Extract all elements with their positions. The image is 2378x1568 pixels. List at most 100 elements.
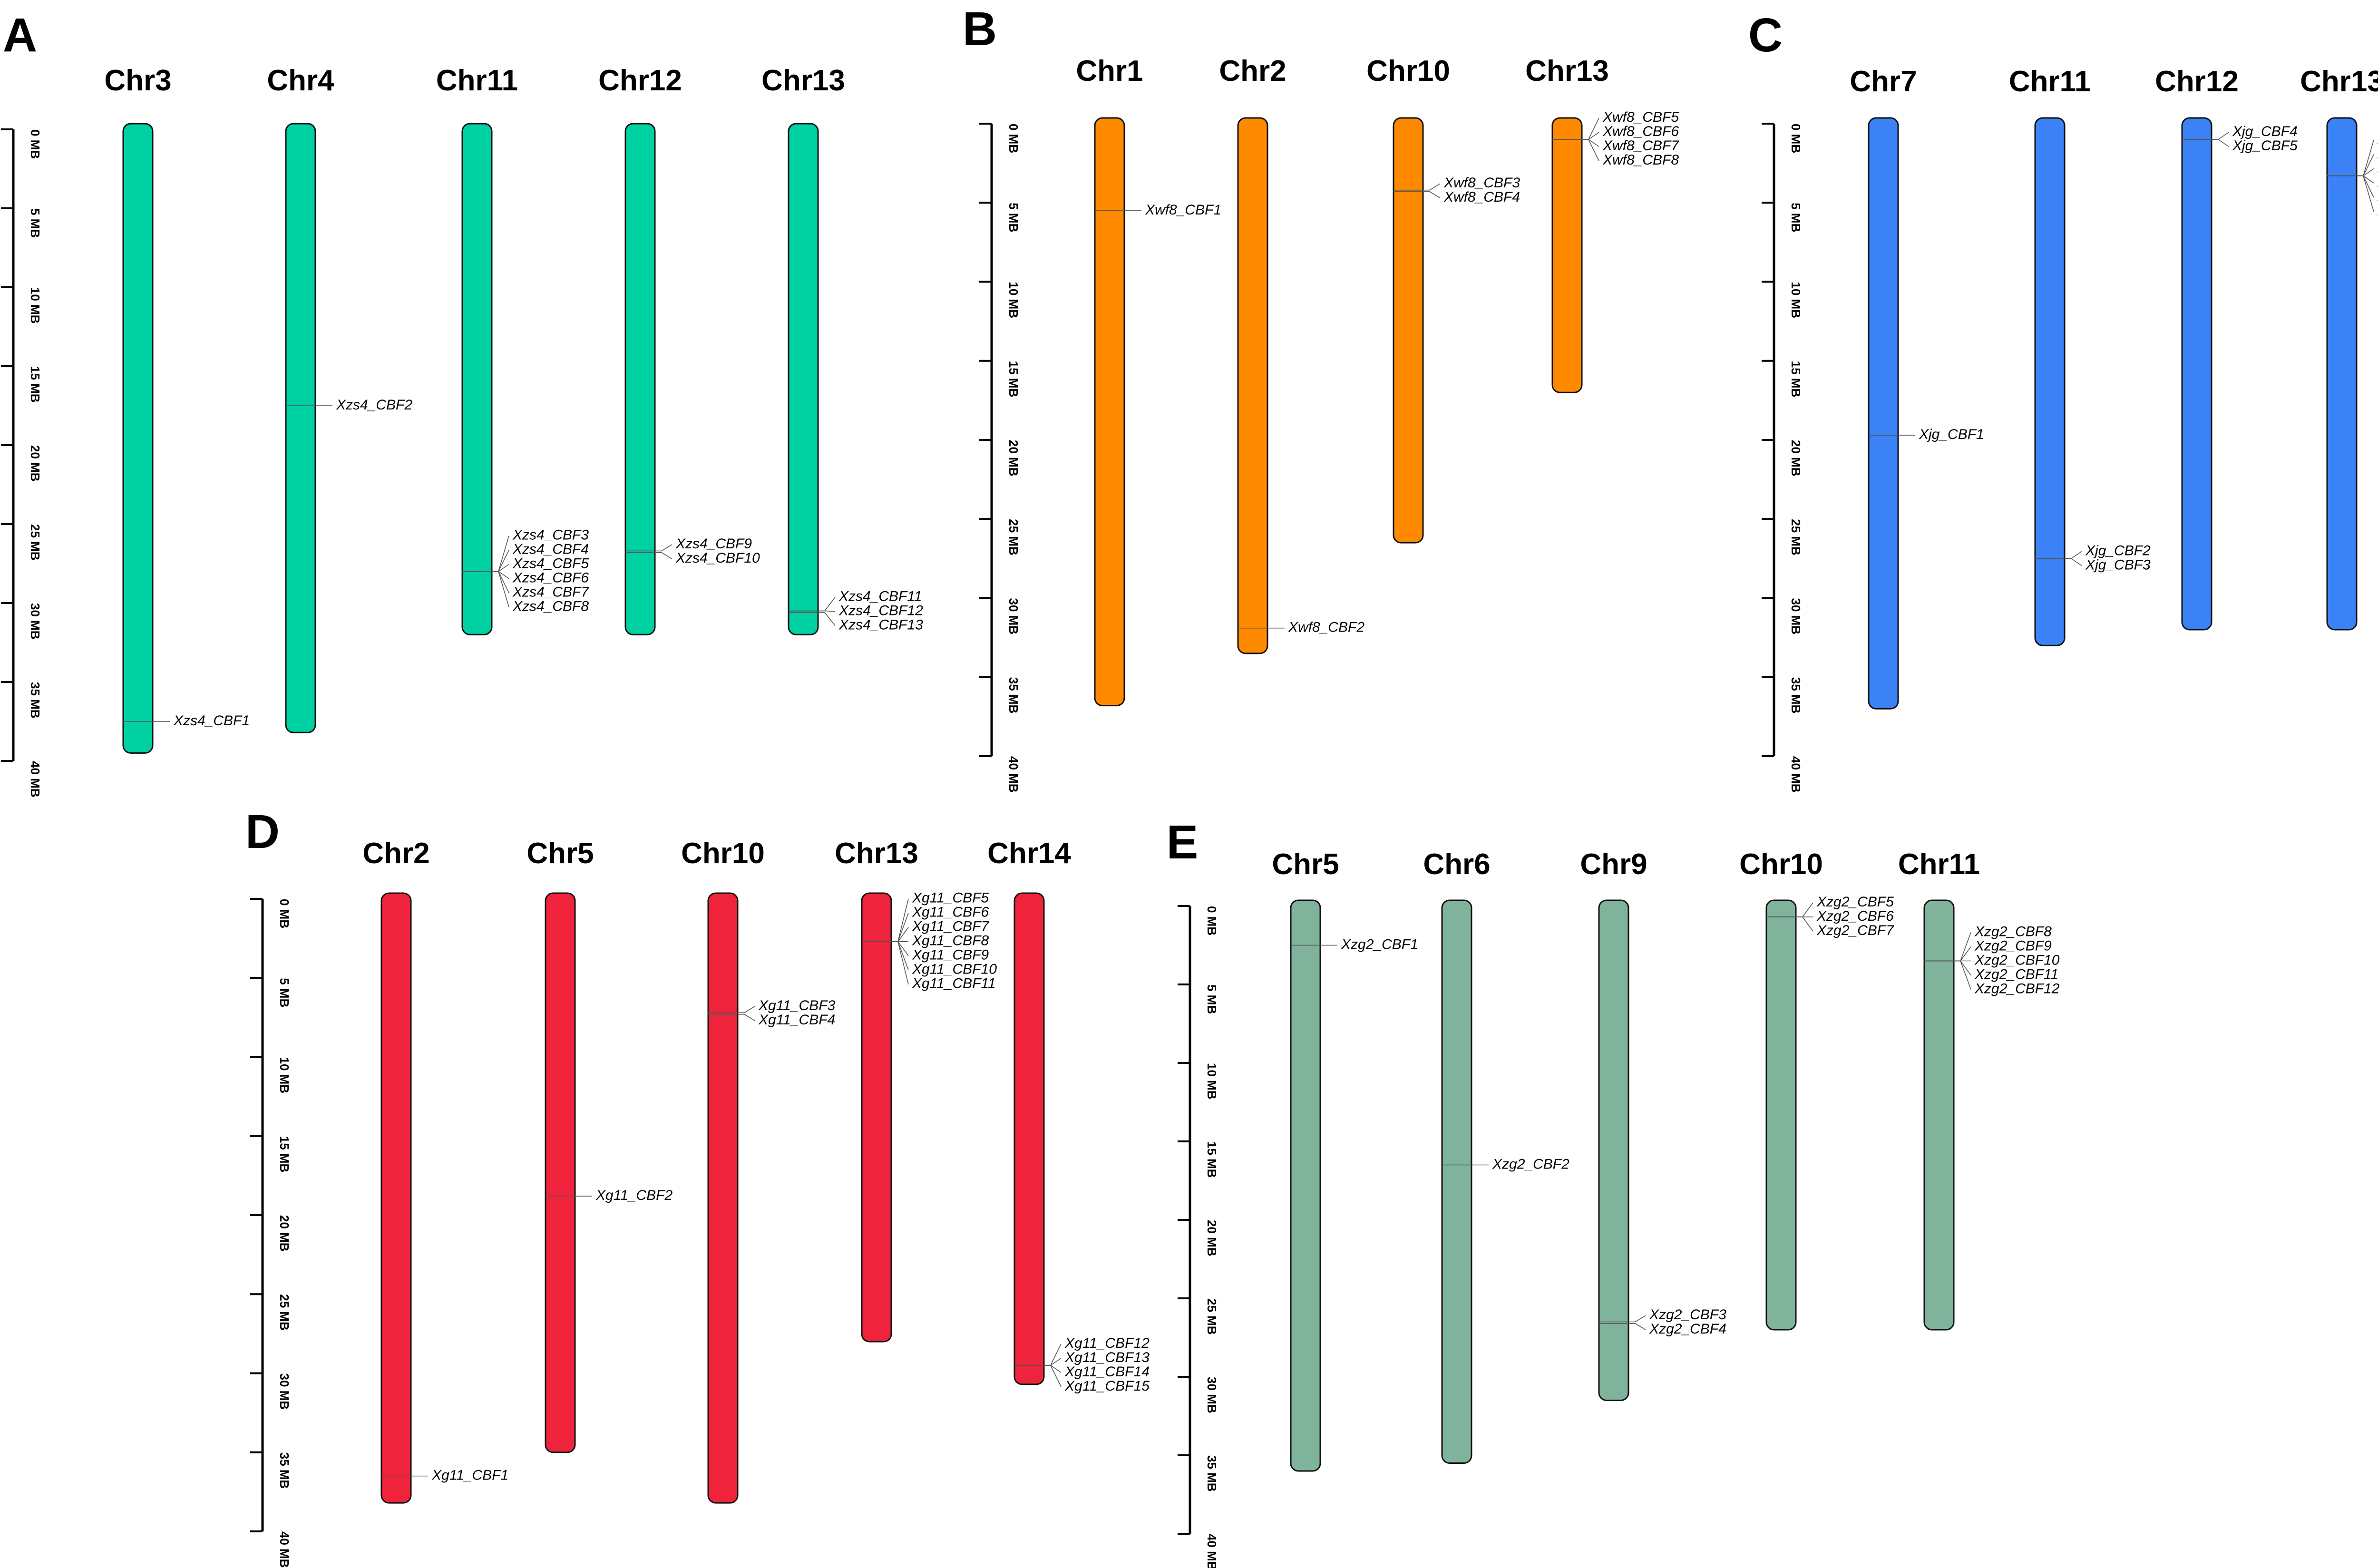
gene-label: Xzg2_CBF7: [1816, 923, 1894, 938]
chromosome-bar: [1393, 117, 1424, 544]
gene-label: Xjg_CBF6: [2377, 132, 2378, 147]
gene-label: Xg11_CBF13: [1064, 1350, 1150, 1365]
gene-label: Xzs4_CBF1: [173, 713, 250, 729]
panel-letter: A: [3, 9, 37, 62]
chromosome-chr5: Chr5 Xzg2_CBF1: [1272, 848, 1418, 1472]
gene-leader-line: [625, 544, 672, 552]
gene-label: Xg11_CBF3: [758, 998, 836, 1013]
gene-label: Xzs4_CBF3: [512, 527, 589, 543]
axis-tick-label: 25 MB: [1006, 519, 1021, 555]
axis-tick-label: 10 MB: [277, 1057, 292, 1094]
gene-label: Xzs4_CBF6: [512, 570, 589, 586]
gene-label: Xjg_CBF10: [2377, 189, 2378, 205]
gene-label: Xg11_CBF9: [912, 947, 989, 963]
gene-label: Xzs4_CBF7: [512, 584, 589, 600]
gene-leader-line: [625, 552, 672, 559]
gene-leader-line: [862, 941, 909, 984]
chromosome-bar: [861, 892, 892, 1343]
gene-label: Xzs4_CBF2: [336, 397, 412, 413]
panel-letter: D: [245, 805, 280, 858]
gene-label: Xjg_CBF1: [1919, 427, 1984, 442]
gene-leader-line: [708, 1006, 755, 1013]
chromosome-name: Chr4: [267, 64, 334, 97]
gene-label: Xzs4_CBF4: [512, 542, 589, 557]
chromosome-name: Chr2: [362, 837, 429, 870]
chromosome-bar: [1441, 899, 1472, 1464]
gene-leader-line: [1766, 916, 1813, 932]
axis-tick-label: 10 MB: [28, 287, 42, 324]
chromosome-name: Chr11: [2009, 65, 2091, 98]
gene-label: Xg11_CBF14: [1064, 1364, 1150, 1380]
chromosome-name: Chr10: [681, 837, 765, 870]
chromosome-bar: [1290, 899, 1321, 1472]
gene-leader-line: [789, 612, 836, 626]
panel-a: A 0 MB 5 MB 10 MB 15 MB 20 MB 25 MB 30 MB 35 MB 4…: [1, 9, 923, 798]
gene-label: Xg11_CBF15: [1064, 1378, 1150, 1394]
axis-tick-label: 30 MB: [1789, 598, 1803, 635]
axis-tick-label: 20 MB: [1006, 440, 1021, 477]
chromosome-name: Chr13: [1525, 55, 1609, 88]
axis-tick-label: 40 MB: [1789, 756, 1803, 793]
gene-leader-line: [2327, 175, 2374, 212]
chromosome-bar: [285, 123, 316, 733]
axis-tick-label: 10 MB: [1789, 282, 1803, 319]
chromosome-bar: [1014, 892, 1045, 1385]
chromosome-name: Chr10: [1739, 848, 1823, 881]
chromosome-chr13: Chr13Xg11_CBF5Xg11_CBF6Xg11_CBF7Xg11_CBF…: [835, 837, 997, 1343]
axis-tick-label: 5 MB: [1205, 984, 1219, 1014]
panel-d: D 0 MB 5 MB 10 MB 15 MB 20 MB 25 MB 30 MB 35 MB 4…: [245, 805, 1150, 1568]
gene-leader-line: [1599, 1315, 1646, 1323]
scale-axis: 0 MB 5 MB 10 MB 15 MB 20 MB 25 MB 30 MB 35 MB 40…: [1178, 905, 1219, 1568]
chromosome-name: Chr7: [1850, 65, 1917, 98]
axis-tick-label: 20 MB: [1205, 1220, 1219, 1256]
gene-leader-line: [1394, 183, 1441, 191]
chromosome-chr13: Chr13Xjg_CBF6Xjg_CBF7Xjg_CBF8Xjg_CBF9Xjg…: [2300, 65, 2378, 631]
panel-letter: B: [963, 2, 997, 56]
axis-tick-label: 30 MB: [277, 1373, 292, 1410]
gene-label: Xwf8_CBF7: [1602, 138, 1679, 154]
gene-label: Xg11_CBF11: [912, 976, 996, 992]
chromosome-bar: [1765, 899, 1797, 1331]
axis-tick-label: 20 MB: [277, 1215, 292, 1252]
chromosome-bar: [707, 892, 739, 1504]
axis-tick-label: 15 MB: [277, 1136, 292, 1173]
gene-label: Xzg2_CBF5: [1816, 894, 1894, 910]
gene-label: Xg11_CBF6: [912, 905, 989, 920]
axis-tick-label: 25 MB: [28, 524, 42, 561]
axis-tick-label: 0 MB: [28, 129, 42, 159]
chromosome-chr11: Chr11Xzs4_CBF3Xzs4_CBF4Xzs4_CBF5Xzs4_CBF…: [436, 64, 589, 635]
axis-tick-label: 0 MB: [1789, 124, 1803, 153]
gene-label: Xg11_CBF8: [912, 933, 989, 949]
axis-tick-label: 30 MB: [28, 603, 42, 640]
gene-label: Xzg2_CBF1: [1341, 936, 1418, 952]
axis-tick-label: 10 MB: [1006, 282, 1021, 319]
gene-label: Xg11_CBF7: [912, 919, 990, 935]
chromosome-name: Chr11: [436, 64, 518, 97]
chromosome-chr2: Chr2 Xwf8_CBF2: [1219, 55, 1364, 654]
gene-label: Xg11_CBF5: [912, 890, 989, 906]
panel-e: E 0 MB 5 MB 10 MB 15 MB 20 MB 25 MB 30 MB 35 MB 4…: [1167, 816, 2060, 1568]
axis-tick-label: 20 MB: [1789, 440, 1803, 477]
gene-label: Xg11_CBF1: [431, 1468, 508, 1483]
axis-tick-label: 5 MB: [1006, 203, 1021, 232]
chromosome-bar: [545, 892, 576, 1453]
gene-label: Xg11_CBF12: [1064, 1335, 1150, 1351]
chromosome-bar: [1598, 899, 1629, 1401]
chromosome-name: Chr5: [526, 837, 594, 870]
gene-label: Xwf8_CBF8: [1602, 152, 1679, 168]
chromosome-bar: [1868, 117, 1899, 710]
gene-label: Xjg_CBF2: [2085, 543, 2151, 558]
gene-label: Xzs4_CBF12: [838, 603, 923, 619]
axis-tick-label: 40 MB: [28, 761, 42, 798]
gene-label: Xzg2_CBF6: [1816, 908, 1894, 924]
chromosome-bar: [1237, 117, 1268, 654]
chromosome-name: Chr11: [1898, 848, 1980, 881]
axis-tick-label: 10 MB: [1205, 1063, 1219, 1100]
gene-label: Xzg2_CBF9: [1974, 938, 2052, 954]
gene-label: Xg11_CBF2: [595, 1188, 673, 1203]
gene-leader-line: [1599, 1323, 1646, 1330]
